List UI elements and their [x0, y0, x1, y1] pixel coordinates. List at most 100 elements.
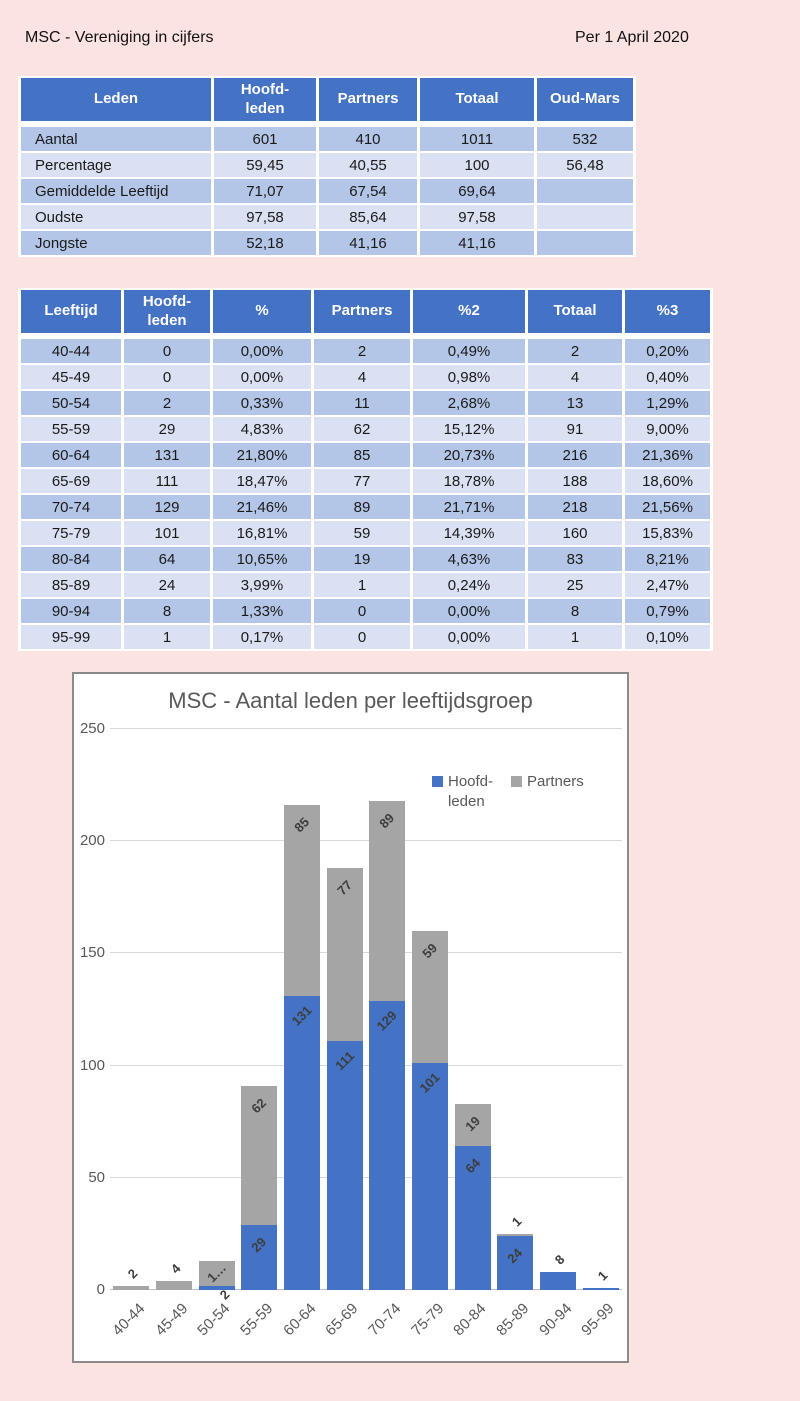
table-cell: 69,64	[420, 179, 534, 203]
column-header: Hoofd- leden	[124, 290, 210, 337]
bar-segment-partners	[156, 1281, 192, 1290]
table-row: Aantal 601 410 1011 532	[21, 127, 633, 151]
table-cell: 77	[314, 469, 410, 493]
table-cell: 67,54	[319, 179, 417, 203]
age-distribution-chart: MSC - Aantal leden per leeftijdsgroep Ho…	[72, 672, 629, 1363]
bar-data-label: 8	[551, 1251, 568, 1268]
gridline	[110, 952, 622, 954]
table-cell: 188	[528, 469, 622, 493]
table-cell: 8	[124, 599, 210, 623]
row-label: 85-89	[21, 573, 121, 597]
bar-segment-hoofdleden	[284, 996, 320, 1290]
bar-segment-partners	[198, 1260, 235, 1286]
row-label: 45-49	[21, 365, 121, 389]
table-cell: 0	[124, 365, 210, 389]
row-label: 55-59	[21, 417, 121, 441]
x-tick-label: 50-54	[194, 1300, 234, 1340]
table-cell: 9,00%	[625, 417, 710, 441]
table-cell: 2	[124, 391, 210, 415]
table-cell: 18,47%	[213, 469, 311, 493]
legend-swatch-partners	[511, 776, 523, 787]
table-cell	[537, 231, 633, 255]
gridline	[110, 1064, 622, 1066]
table-cell: 18,78%	[413, 469, 525, 493]
x-tick-label: 80-84	[450, 1300, 490, 1340]
table-cell: 8,21%	[625, 547, 710, 571]
bar-segment-hoofdleden	[241, 1224, 278, 1290]
column-header: %	[213, 290, 311, 337]
table-cell	[537, 205, 633, 229]
table-cell: 2,47%	[625, 573, 710, 597]
x-tick-label: 90-94	[535, 1300, 576, 1340]
table-cell: 0,10%	[625, 625, 710, 649]
x-tick-label: 40-44	[109, 1300, 149, 1340]
table-cell: 85,64	[319, 205, 417, 229]
table-row: 45-49 0 0,00% 4 0,98% 4 0,40%	[21, 365, 710, 389]
table-cell: 0	[124, 339, 210, 363]
row-label: 80-84	[21, 547, 121, 571]
table-cell: 0,17%	[213, 625, 311, 649]
table-cell: 21,80%	[213, 443, 311, 467]
table-cell: 160	[528, 521, 622, 545]
table-cell: 14,39%	[413, 521, 525, 545]
row-label: 90-94	[21, 599, 121, 623]
table-cell: 41,16	[319, 231, 417, 255]
table-row: 95-99 1 0,17% 0 0,00% 1 0,10%	[21, 625, 710, 649]
table-cell: 21,36%	[625, 443, 710, 467]
row-label: 95-99	[21, 625, 121, 649]
x-tick-label: 60-64	[279, 1300, 320, 1340]
table-cell: 24	[124, 573, 210, 597]
table-cell: 40,55	[319, 153, 417, 177]
x-tick-label: 65-69	[322, 1300, 362, 1340]
table-row: Jongste 52,18 41,16 41,16	[21, 231, 633, 255]
table-cell: 0,00%	[413, 625, 525, 649]
row-label: Jongste	[21, 231, 211, 255]
legend-swatch-hoofdleden	[432, 776, 443, 787]
table-cell: 0,00%	[413, 599, 525, 623]
legend-item-hoofdleden: Hoofd- leden	[432, 772, 493, 813]
chart-legend: Hoofd- leden Partners	[432, 772, 584, 813]
bar-segment-partners	[369, 800, 406, 1001]
table-cell: 100	[420, 153, 534, 177]
row-label: Oudste	[21, 205, 211, 229]
y-tick-label: 0	[96, 1281, 105, 1298]
row-label: Gemiddelde Leeftijd	[21, 179, 211, 203]
table-cell: 83	[528, 547, 622, 571]
bar-segment-partners	[284, 805, 320, 997]
table-cell: 97,58	[420, 205, 534, 229]
age-distribution-table: Leeftijd Hoofd- leden% Partners %2 Totaal %3 …	[18, 288, 713, 651]
table-row: 90-94 8 1,33% 0 0,00% 8 0,79%	[21, 599, 710, 623]
summary-table: Leden Hoofd- leden Partners Totaal Oud-Mars …	[18, 76, 636, 257]
gridline	[110, 1176, 622, 1178]
table-cell: 13	[528, 391, 622, 415]
bar-segment-partners	[326, 868, 363, 1041]
table-cell: 0,98%	[413, 365, 525, 389]
table-cell: 1,33%	[213, 599, 311, 623]
column-header: Partners	[319, 78, 417, 125]
table-cell: 15,83%	[625, 521, 710, 545]
table-cell: 64	[124, 547, 210, 571]
table-cell: 25	[528, 573, 622, 597]
y-tick-label: 50	[88, 1168, 105, 1186]
table-cell: 41,16	[420, 231, 534, 255]
y-tick-label: 100	[79, 1056, 105, 1074]
legend-label-hoofdleden: Hoofd- leden	[448, 773, 494, 811]
table-row: 85-89 24 3,99% 1 0,24% 25 2,47%	[21, 573, 710, 597]
table-cell: 62	[314, 417, 410, 441]
table-cell: 101	[124, 521, 210, 545]
table-cell: 1	[314, 573, 410, 597]
table-cell: 1,29%	[625, 391, 710, 415]
table-cell: 532	[537, 127, 633, 151]
column-header: Leden	[21, 78, 211, 125]
table-cell: 97,58	[214, 205, 316, 229]
table-cell: 0	[314, 599, 410, 623]
row-label: 70-74	[21, 495, 121, 519]
column-header: Partners	[314, 290, 410, 337]
table-cell: 111	[124, 469, 210, 493]
bar-data-label: 1	[509, 1213, 525, 1230]
column-header: Oud-Mars	[537, 78, 633, 125]
column-header: Leeftijd	[21, 290, 121, 337]
table-cell: 0,33%	[213, 391, 311, 415]
gridline	[110, 840, 622, 842]
